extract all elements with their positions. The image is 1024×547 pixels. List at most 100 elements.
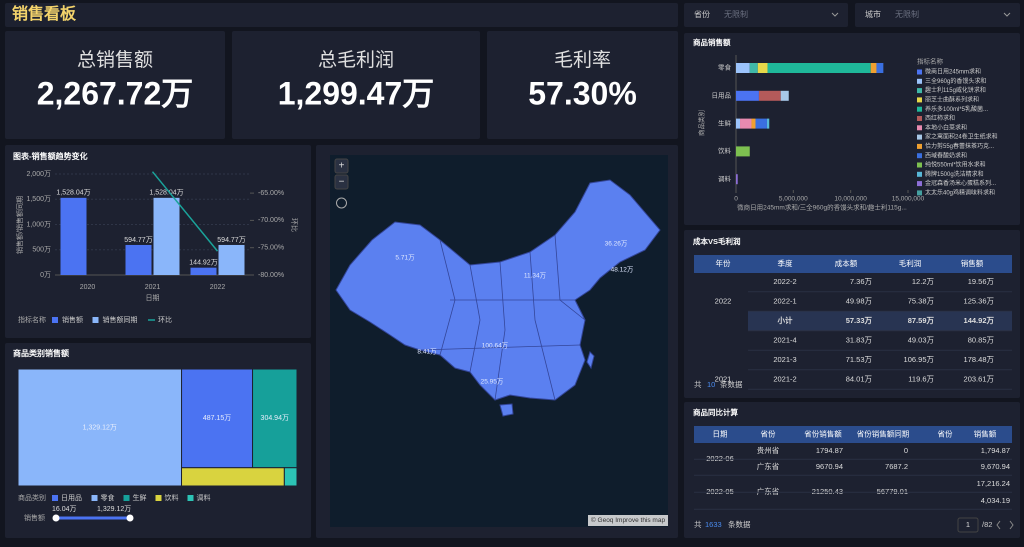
- legend-label: 腾牌1500g洗洁精求和: [925, 170, 984, 178]
- legend-swatch: [917, 125, 922, 131]
- map-attribution: © Geoq Improve this map: [591, 516, 666, 524]
- legend-swatch: [917, 143, 922, 149]
- footer-text: 共: [694, 380, 702, 389]
- zoom-button[interactable]: [334, 158, 349, 174]
- province-border: [469, 264, 481, 373]
- map-label: 100.64万: [482, 342, 509, 350]
- bar-segment: [780, 90, 789, 101]
- map-label: 36.26万: [605, 240, 628, 248]
- legend-swatch: [917, 171, 922, 177]
- data-label: 1,329.12万: [83, 423, 117, 431]
- map-label: 48.12万: [611, 266, 634, 274]
- filter-value: 无限制: [724, 9, 748, 19]
- x-tick-label: 0: [734, 196, 738, 203]
- table-cell: 125.36万: [964, 296, 995, 305]
- x-tick-label: 15,000,000: [892, 196, 925, 203]
- y-tick-label: 500万: [32, 246, 51, 254]
- footer-count: 10: [707, 380, 715, 389]
- kpi-label: 总销售额: [77, 49, 153, 71]
- footer-count: 1633: [705, 520, 722, 529]
- column-header: 毛利润: [899, 258, 922, 268]
- legend-swatch: [917, 181, 922, 187]
- bar-segment: [736, 146, 750, 157]
- dropdown-icon: [1003, 12, 1011, 17]
- bar: [125, 244, 152, 275]
- filter[interactable]: [684, 3, 848, 27]
- filter-label: 城市: [865, 9, 881, 19]
- subtotal-row: [748, 311, 1012, 331]
- y-tick-label: 生鲜: [718, 118, 732, 127]
- treemap-cell: [17, 368, 183, 487]
- column-header: 年份: [716, 258, 731, 268]
- treemap-cell: [283, 467, 298, 487]
- bar-segment: [755, 118, 767, 129]
- legend-label: 三全960g的香馒头求和: [925, 77, 986, 85]
- table-cell: 31.83万: [846, 335, 873, 344]
- bar: [153, 197, 180, 275]
- table-cell: 1,794.87: [981, 446, 1010, 455]
- legend-label: 养乐多100ml*5乳酸菌...: [925, 105, 988, 113]
- table-cell: 2022-1: [773, 296, 796, 305]
- filter-label: 省份: [694, 9, 710, 19]
- group-label: 2022-05: [706, 487, 734, 496]
- group-label: 2022: [715, 296, 732, 305]
- table-cell: 广东省: [757, 461, 780, 471]
- x-tick-label: 2020: [80, 284, 96, 291]
- table-cell: 75.38万: [908, 296, 935, 305]
- data-label: 594.77万: [124, 236, 152, 244]
- legend-swatch: [917, 153, 922, 159]
- table-title: 商品同比计算: [693, 407, 738, 417]
- column-header: 省份: [761, 428, 776, 438]
- column-header: 销售额: [961, 258, 984, 268]
- map-shape: [586, 351, 595, 370]
- legend-swatch: [155, 495, 162, 501]
- bar-segment: [758, 90, 781, 101]
- zoom-button[interactable]: [334, 174, 349, 190]
- table-cell: 小计: [778, 315, 793, 325]
- table-cell: 0: [904, 446, 908, 455]
- table-cell: 119.6万: [908, 374, 934, 383]
- bar-segment: [766, 118, 770, 129]
- bar: [190, 267, 217, 275]
- bar: [218, 244, 245, 275]
- legend-swatch: [917, 134, 922, 140]
- legend-swatch: [52, 317, 58, 323]
- bar-segment: [736, 118, 741, 129]
- treemap-cell: [181, 467, 285, 487]
- prev-page[interactable]: [996, 520, 1001, 530]
- locate-icon[interactable]: [336, 197, 347, 209]
- range-handle[interactable]: [52, 514, 60, 522]
- kpi-value: 57.30%: [528, 75, 637, 111]
- table-cell: 178.48万: [964, 355, 995, 364]
- legend-swatch: [917, 88, 922, 94]
- table-cell: 106.95万: [904, 355, 935, 364]
- kpi-label: 总毛利润: [318, 49, 394, 71]
- column-header: 季度: [778, 258, 793, 268]
- column-header: 销售额: [974, 428, 997, 438]
- map-label: 5.71万: [395, 254, 415, 262]
- x-axis-label: 微商日用245mm求和/三全960g的香馒头求和/趣士利115g...: [737, 203, 907, 212]
- column-header: 日期: [713, 429, 728, 438]
- table-cell: 9,670.94: [981, 462, 1010, 471]
- next-page[interactable]: [1009, 520, 1014, 530]
- table-cell: 49.03万: [908, 335, 935, 344]
- data-label: 1,528.04万: [56, 189, 90, 197]
- table-cell: 广东省: [757, 486, 780, 496]
- chart-title: 商品类别销售额: [13, 348, 69, 358]
- table-cell: 84.01万: [846, 374, 873, 383]
- y-tick-label: 0万: [40, 271, 51, 279]
- legend-swatch: [91, 495, 98, 501]
- bar-segment: [740, 118, 752, 129]
- kpi-value: 2,267.72万: [37, 75, 194, 111]
- filter[interactable]: [855, 3, 1020, 27]
- table-cell: 57.33万: [846, 316, 873, 325]
- legend-label: 销售额: [62, 315, 83, 324]
- range-handle[interactable]: [126, 514, 134, 522]
- y-tick-label: 调料: [718, 174, 732, 183]
- page-input[interactable]: [957, 517, 979, 533]
- map-label: 11.34万: [524, 272, 547, 280]
- chart-title: 图表-销售额趋势变化: [13, 151, 88, 161]
- y-tick-label: 日用品: [712, 92, 732, 100]
- legend-swatch: [52, 495, 58, 501]
- y2-tick-label: -80.00%: [258, 272, 284, 279]
